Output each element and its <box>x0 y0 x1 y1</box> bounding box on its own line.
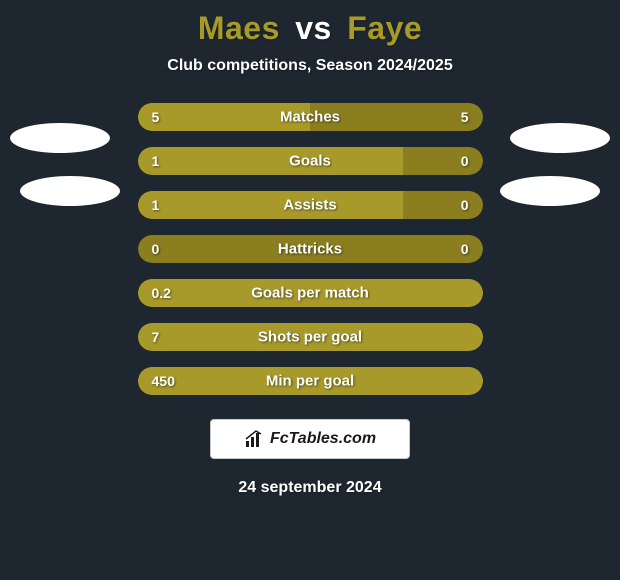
chart-icon <box>244 429 264 449</box>
stat-label: Min per goal <box>266 373 354 390</box>
stat-row: Assists 1 0 <box>138 191 483 219</box>
stat-value-right: 0 <box>461 197 469 213</box>
stat-value-left: 5 <box>152 109 160 125</box>
stat-fill-left <box>138 147 404 175</box>
player1-badge-top <box>10 123 110 153</box>
player2-badge-top <box>510 123 610 153</box>
player2-name: Faye <box>347 10 422 46</box>
subtitle: Club competitions, Season 2024/2025 <box>0 57 620 75</box>
stat-label: Hattricks <box>278 241 342 258</box>
stat-label: Shots per goal <box>258 329 362 346</box>
stat-value-left: 0 <box>152 241 160 257</box>
stat-label: Assists <box>283 197 336 214</box>
stat-value-left: 450 <box>152 373 175 389</box>
player1-name: Maes <box>198 10 280 46</box>
stat-row: Goals 1 0 <box>138 147 483 175</box>
player2-badge-bot <box>500 176 600 206</box>
stat-value-left: 0.2 <box>152 285 171 301</box>
watermark-text: FcTables.com <box>270 430 376 448</box>
stat-row: Min per goal 450 <box>138 367 483 395</box>
player1-badge-bot <box>20 176 120 206</box>
stat-row: Hattricks 0 0 <box>138 235 483 263</box>
stat-value-left: 1 <box>152 197 160 213</box>
stat-label: Matches <box>280 109 340 126</box>
stat-value-right: 0 <box>461 241 469 257</box>
stat-row: Matches 5 5 <box>138 103 483 131</box>
stat-label: Goals <box>289 153 331 170</box>
stat-row: Shots per goal 7 <box>138 323 483 351</box>
date: 24 september 2024 <box>0 479 620 497</box>
stat-row: Goals per match 0.2 <box>138 279 483 307</box>
comparison-card: Maes vs Faye Club competitions, Season 2… <box>0 0 620 580</box>
page-title: Maes vs Faye <box>0 10 620 47</box>
stat-fill-left <box>138 191 404 219</box>
stat-value-right: 5 <box>461 109 469 125</box>
stat-label: Goals per match <box>251 285 369 302</box>
stat-value-left: 1 <box>152 153 160 169</box>
watermark: FcTables.com <box>210 419 410 459</box>
stat-value-left: 7 <box>152 329 160 345</box>
stat-value-right: 0 <box>461 153 469 169</box>
vs-separator: vs <box>295 10 332 46</box>
